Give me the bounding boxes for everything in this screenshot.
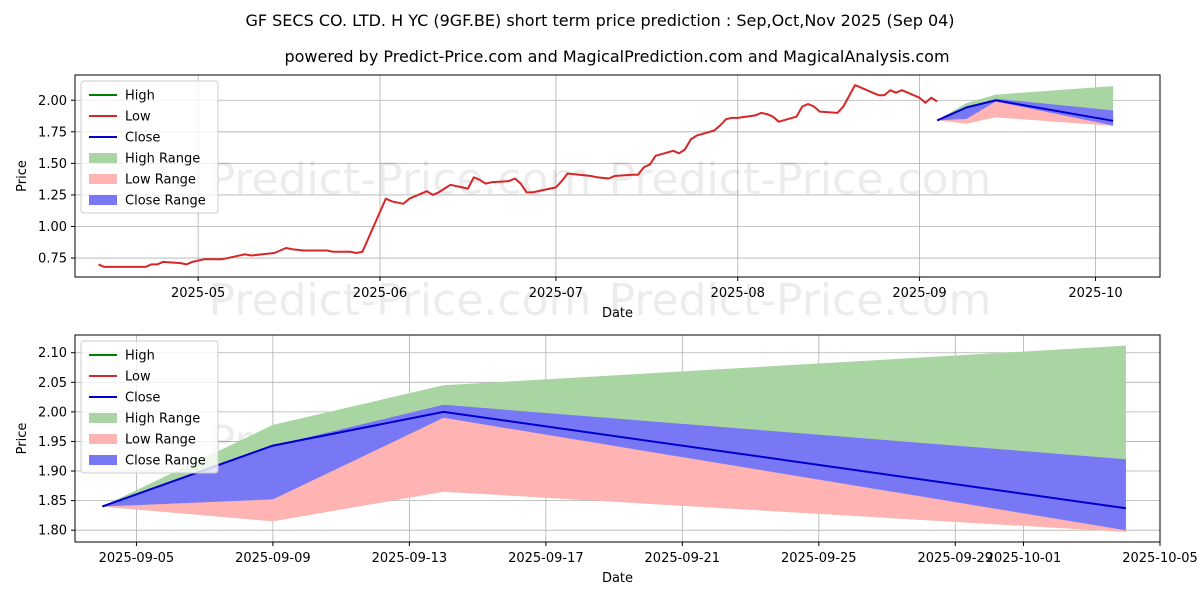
legend-entry-label: Close Range [125,454,206,469]
legend-swatch-patch [89,174,117,184]
y-tick-label: 1.50 [38,157,67,172]
legend-entry-label: Low [125,110,151,125]
x-tick-label: 2025-08 [711,286,765,301]
legend-entry-label: High [125,89,155,104]
legend-swatch-patch [89,153,117,163]
watermark: Predict-Price.com [209,154,592,205]
legend-entry-label: Close [125,131,160,146]
close-forecast-line [101,410,1127,510]
legend-entry-label: High [125,349,155,364]
x-tick-label: 2025-10-05 [1122,551,1198,566]
legend-swatch-patch [89,195,117,205]
y-tick-label: 1.90 [38,465,67,480]
legend-entry-label: Low Range [125,433,196,448]
x-tick-label: 2025-09-17 [508,551,584,566]
y-tick-label: 2.00 [38,405,67,420]
close-forecast-line [936,99,1114,122]
legend-entry-label: High Range [125,412,200,427]
y-tick-label: 1.95 [38,435,67,450]
x-tick-label: 2025-09 [892,286,946,301]
y-tick-label: 1.75 [38,125,67,140]
y-tick-label: 2.00 [38,94,67,109]
low-range-band [937,101,1114,126]
watermark: Predict-Price.com [609,275,992,326]
plot-area [98,84,1114,268]
axes-frame [74,74,1161,278]
close-range-band [102,404,1126,531]
close-range-band [937,98,1114,126]
legend-swatch-patch [89,413,117,423]
axes-frame [74,334,1161,543]
watermark: Predict-Price.com [609,154,992,205]
history-price-line [98,84,938,268]
x-tick-label: 2025-10-01 [986,551,1062,566]
y-tick-label: 0.75 [38,252,67,267]
top-panel: Predict-Price.com Predict-Price.com Predic… [15,74,1161,326]
chart-title: GF SECS CO. LTD. H YC (9GF.BE) short ter… [245,11,954,30]
y-tick-label: 1.25 [38,188,67,203]
x-tick-label: 2025-09-09 [235,551,311,566]
x-axis-label: Date [602,306,633,321]
y-tick-label: 1.85 [38,494,67,509]
y-axis-label: Price [15,160,30,192]
bottom-panel: Predict-Price.comPredict-Price.com1.801.… [15,334,1198,586]
low-range-band [102,417,1126,532]
legend-entry-label: Close Range [125,194,206,209]
chart-subtitle: powered by Predict-Price.com and Magical… [284,47,949,66]
y-tick-label: 2.10 [38,346,67,361]
x-tick-label: 2025-09-21 [645,551,721,566]
x-tick-label: 2025-09-25 [781,551,857,566]
legend-entry-label: Low [125,370,151,385]
x-tick-label: 2025-06 [353,286,407,301]
y-tick-label: 1.00 [38,220,67,235]
x-tick-label: 2025-10 [1068,286,1122,301]
watermark: Predict-Price.com [209,275,592,326]
legend-entry-label: Low Range [125,173,196,188]
x-axis-label: Date [602,571,633,586]
legend-swatch-patch [89,434,117,444]
y-axis-label: Price [15,423,30,455]
plot-area [101,345,1127,532]
x-tick-label: 2025-09-13 [372,551,448,566]
x-tick-label: 2025-09-29 [918,551,994,566]
y-tick-label: 2.05 [38,376,67,391]
legend-swatch-patch [89,455,117,465]
x-tick-label: 2025-09-05 [99,551,175,566]
legend-entry-label: High Range [125,152,200,167]
legend-entry-label: Close [125,391,160,406]
x-tick-label: 2025-07 [529,286,583,301]
x-tick-label: 2025-05 [171,286,225,301]
y-tick-label: 1.80 [38,524,67,539]
